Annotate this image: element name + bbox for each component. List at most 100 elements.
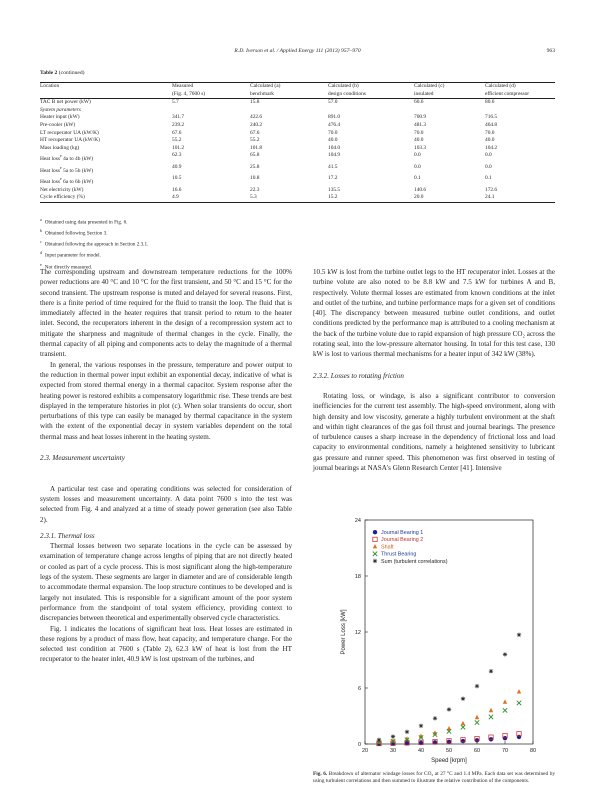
y-tick-label: 24 [355,518,361,524]
legend-marker [372,558,378,564]
data-point [460,720,466,726]
table-cell: 40.0 [414,137,424,144]
table-cell: 101.2 [172,144,185,151]
figure-label: Fig. 6. [313,771,328,777]
row-label-tail: 5a to 5b (kW) [63,167,94,174]
x-tick-label: 20 [362,748,368,754]
footnote: aObtained using data presented in Fig. 6… [40,216,148,227]
data-point [432,739,438,745]
left-column: The corresponding upstream and downstrea… [40,267,292,665]
data-point [516,731,522,737]
footnote-mark: b [40,228,42,234]
data-point [502,733,508,739]
data-point [446,707,452,712]
table-row: Net electricity (kW) 16.6 22.3 135.5 140.6 17… [40,187,555,195]
data-point [432,732,438,738]
table-row: Heater input (kW) 341.7 422.6 891.0 700.9 716… [40,114,555,122]
table-cell: 40.0 [485,137,495,144]
table-cell: 104.0 [328,144,341,151]
table-row: TAC B net power (kW) 5.7 15.8 57.0 60.6 80.6 [40,99,555,107]
paragraph: Rotating loss, or windage, is also a sig… [313,391,555,473]
table-cell: 40.9 [172,163,182,170]
subsection-heading: 2.3.1. Thermal loss [40,531,95,540]
table-cell: Heat losse 6a to 6b (kW) [40,175,172,186]
journal-citation: R.D. Iverson et al. / Applied Energy 111… [234,48,361,54]
column-header: Calculated (b) [328,81,414,91]
data-point [404,729,410,735]
table-cell: 0.0 [485,163,492,170]
section-heading: 2.3. Measurement uncertainty [40,454,125,463]
x-axis-label: Speed [krpm] [431,758,467,764]
data-point [474,714,480,720]
column-header: Calculated (d) [485,81,555,91]
table-section-row: System parameters [40,107,555,115]
table-cell: 25.8 [250,163,260,170]
footnote-mark: c [40,239,42,245]
data-point [432,716,438,721]
table-cell: 24.1 [485,194,555,203]
column-subheader: efficient compressor [485,90,555,100]
table-cell: 16.6 [172,186,182,193]
data-point [404,741,410,746]
data-point [474,738,480,743]
table-cell: 0.0 [414,152,421,159]
y-tick-label: 0 [358,742,361,748]
table-cell: 67.6 [250,129,260,136]
table-cell: 15.2 [328,194,414,203]
data-point [474,683,480,689]
legend-label: Journal Bearing 2 [381,537,423,543]
data-point [516,700,522,706]
legend-marker [372,551,378,557]
data-point [390,734,396,739]
paragraph: Thermal losses between two separate loca… [40,542,292,623]
paragraph: Fig. 1 indicates the locations of signif… [40,624,292,664]
column-subheader: insulated [414,90,485,100]
footnote-mark: e [59,153,62,159]
data-point [404,736,410,741]
table-cell: Pre-cooler (kW) [40,121,76,128]
y-tick-label: 6 [358,686,361,692]
table-cell: 103.3 [414,144,427,151]
table-cell: 172.6 [485,186,498,193]
legend-marker [372,530,378,535]
data-point [502,699,508,704]
y-tick-label: 18 [355,574,361,580]
data-point [474,736,480,742]
data-point [446,726,452,731]
table-cell: 10.5 [172,175,182,182]
table-cell: 41.5 [328,163,338,170]
legend-marker [372,536,378,542]
paragraph: 10.5 kW is lost from the turbine outlet … [313,268,555,359]
footnote-text: Obtained using data presented in Fig. 6. [44,219,128,226]
data-point [390,738,396,743]
row-label: Heat loss [40,178,60,185]
data-point [502,736,508,741]
table-row: HT recuperator UA (kW/K) 55.2 55.2 40.0 40.0… [40,137,555,145]
table-cell: 40.0 [328,137,338,144]
figure-caption: Fig. 6. Breakdown of alternator windage … [313,771,555,785]
data-point [432,730,438,735]
data-point [460,696,466,701]
table-cell: 10.8 [250,175,260,182]
x-tick-label: 60 [474,748,480,754]
table-cell: 65.8 [250,152,260,159]
row-label-tail: 4a to 4b (kW) [63,156,94,163]
table-cell: Net electricity (kW) [40,186,84,193]
footnote: eNot directly measured. [40,261,148,272]
table-cell: TAC B net power (kW) [40,99,91,106]
data-point [432,740,438,745]
data-point [418,740,424,746]
table-cell: 62.3 [172,152,182,159]
column-subheader: benchmark [250,90,328,100]
table-cell: 101.8 [250,144,263,151]
table-row: Heat losse 6a to 6b (kW) 10.5 10.8 17.2 0.1 0… [40,175,555,186]
x-tick-label: 40 [418,748,424,754]
table-cell: 0.0 [485,152,492,159]
paragraph: In general, the various responses in the… [40,360,292,441]
table-cell: 0.0 [414,163,421,170]
table-cell: 22.3 [250,186,260,193]
footnote-mark: e [59,164,62,170]
table-row: Heat losse 5a to 5b (kW) 40.9 25.8 41.5 0.0 0… [40,164,555,175]
table-cell: 15.8 [250,99,260,106]
table-cell: 70.0 [485,129,495,136]
